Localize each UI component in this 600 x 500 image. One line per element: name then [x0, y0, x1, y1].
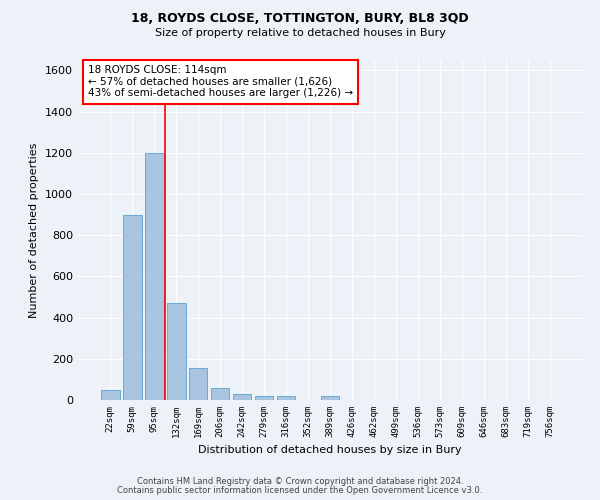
Text: Size of property relative to detached houses in Bury: Size of property relative to detached ho…	[155, 28, 445, 38]
Bar	[123, 214, 142, 400]
Bar	[233, 394, 251, 400]
Text: Contains HM Land Registry data © Crown copyright and database right 2024.: Contains HM Land Registry data © Crown c…	[137, 477, 463, 486]
Bar	[167, 303, 185, 400]
Text: 18, ROYDS CLOSE, TOTTINGTON, BURY, BL8 3QD: 18, ROYDS CLOSE, TOTTINGTON, BURY, BL8 3…	[131, 12, 469, 26]
Bar	[320, 396, 340, 400]
Bar	[189, 368, 208, 400]
Y-axis label: Number of detached properties: Number of detached properties	[29, 142, 40, 318]
Bar	[145, 152, 164, 400]
Text: Contains public sector information licensed under the Open Government Licence v3: Contains public sector information licen…	[118, 486, 482, 495]
Bar	[255, 396, 274, 400]
X-axis label: Distribution of detached houses by size in Bury: Distribution of detached houses by size …	[198, 446, 462, 456]
Text: 18 ROYDS CLOSE: 114sqm
← 57% of detached houses are smaller (1,626)
43% of semi-: 18 ROYDS CLOSE: 114sqm ← 57% of detached…	[88, 65, 353, 98]
Bar	[101, 390, 119, 400]
Bar	[211, 388, 229, 400]
Bar	[277, 396, 295, 400]
